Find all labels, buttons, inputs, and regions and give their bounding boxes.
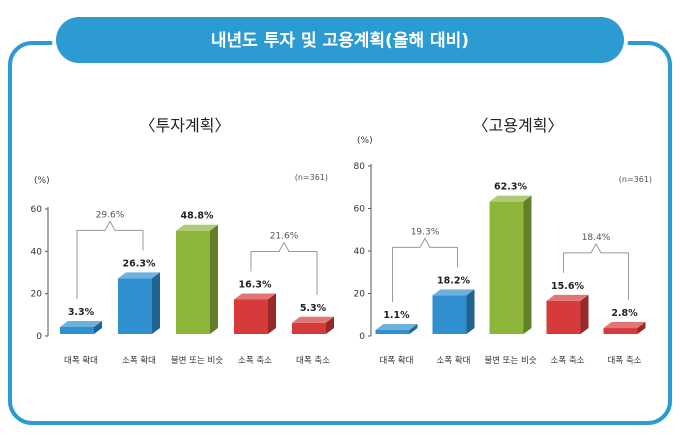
bar-0-top bbox=[60, 321, 102, 328]
bar-2-side bbox=[210, 224, 218, 334]
group-total-label: 29.6% bbox=[96, 210, 125, 220]
bar-0-front bbox=[60, 327, 94, 334]
x-category-label: 불변 또는 비슷 bbox=[484, 355, 537, 366]
y-tick-label: 80 bbox=[354, 162, 366, 172]
bar-1-front bbox=[432, 295, 467, 334]
y-tick-label: 40 bbox=[31, 247, 43, 257]
bar-2-top bbox=[489, 195, 532, 202]
x-category-label: 소폭 축소 bbox=[238, 356, 272, 366]
sample-size-note: (n=361) bbox=[619, 175, 652, 184]
bar-value-label: 62.3% bbox=[494, 182, 527, 193]
bar-2-front bbox=[489, 201, 524, 334]
bar-value-label: 16.3% bbox=[239, 279, 272, 290]
bar-value-label: 15.6% bbox=[551, 281, 584, 292]
bar-value-label: 18.2% bbox=[437, 275, 470, 286]
bar-3-top bbox=[234, 293, 276, 300]
bar-0-front bbox=[375, 330, 410, 334]
bar-1-side bbox=[152, 272, 160, 334]
y-tick-label: 20 bbox=[354, 290, 366, 300]
x-category-label: 대폭 확대 bbox=[380, 355, 414, 366]
bar-3-front bbox=[234, 299, 268, 334]
x-category-label: 소폭 확대 bbox=[122, 355, 156, 366]
group-total-label: 19.3% bbox=[411, 227, 440, 237]
bar-1-top bbox=[118, 272, 160, 279]
x-category-label: 소폭 축소 bbox=[551, 356, 585, 366]
bar-1-front bbox=[118, 278, 152, 334]
bar-2-top bbox=[176, 224, 218, 231]
group-bracket bbox=[392, 237, 458, 302]
y-tick-label: 0 bbox=[359, 332, 365, 342]
y-tick-label: 60 bbox=[354, 205, 366, 215]
panel-title: 〈투자계획〉 bbox=[140, 116, 231, 135]
x-category-label: 소폭 확대 bbox=[437, 355, 471, 366]
x-category-label: 대폭 축소 bbox=[296, 356, 330, 366]
bar-0-side bbox=[409, 324, 418, 334]
bar-4-top bbox=[292, 316, 334, 323]
employment-chart-panel: 〈고용계획〉 (%) (n=361) 0 20 40 60 80 1.1% 대폭 확대 18.2% 소… bbox=[354, 116, 652, 366]
bar-4-side bbox=[326, 316, 334, 334]
bar-3-top bbox=[546, 294, 589, 301]
investment-chart-panel: 〈투자계획〉 (%) (n=361) 0 20 40 60 3.3% 대폭 확대 26.3% 소폭 … bbox=[31, 116, 334, 366]
group-bracket bbox=[250, 241, 318, 295]
bar-2-side bbox=[523, 195, 532, 334]
y-tick-label: 0 bbox=[36, 332, 42, 342]
x-category-label: 대폭 확대 bbox=[64, 355, 98, 366]
x-category-label: 대폭 축소 bbox=[608, 356, 642, 366]
chart-border bbox=[8, 41, 672, 425]
group-bracket bbox=[563, 242, 629, 301]
group-total-label: 21.6% bbox=[270, 231, 299, 241]
bar-4-front bbox=[292, 322, 326, 334]
bar-3-side bbox=[580, 294, 589, 334]
bar-value-label: 5.3% bbox=[300, 303, 327, 314]
bar-1-side bbox=[466, 289, 475, 334]
bar-value-label: 48.8% bbox=[181, 211, 214, 222]
bar-4-top bbox=[603, 322, 646, 329]
y-axis-unit: (%) bbox=[34, 176, 50, 186]
panel-title: 〈고용계획〉 bbox=[473, 116, 564, 135]
chart-title: 내년도 투자 및 고용계획(올해 대비) bbox=[211, 31, 469, 51]
bar-0-top bbox=[375, 324, 418, 330]
bar-value-label: 1.1% bbox=[383, 310, 410, 321]
bar-4-side bbox=[637, 322, 646, 334]
bar-value-label: 2.8% bbox=[611, 308, 638, 319]
y-tick-label: 20 bbox=[31, 290, 43, 300]
group-total-label: 18.4% bbox=[582, 233, 611, 243]
bar-3-front bbox=[546, 300, 581, 334]
group-bracket bbox=[76, 220, 144, 300]
sample-size-note: (n=361) bbox=[295, 173, 328, 182]
title-tab bbox=[56, 17, 624, 63]
x-category-label: 불변 또는 비슷 bbox=[171, 355, 224, 366]
y-axis-unit: (%) bbox=[357, 136, 373, 146]
bar-1-top bbox=[432, 289, 475, 296]
bar-value-label: 26.3% bbox=[123, 258, 156, 269]
bar-3-side bbox=[268, 293, 276, 334]
y-tick-label: 40 bbox=[354, 247, 366, 257]
y-tick-label: 60 bbox=[31, 205, 43, 215]
bar-0-side bbox=[94, 321, 102, 334]
bar-4-front bbox=[603, 328, 638, 334]
bar-value-label: 3.3% bbox=[68, 307, 95, 318]
bar-2-front bbox=[176, 230, 210, 334]
